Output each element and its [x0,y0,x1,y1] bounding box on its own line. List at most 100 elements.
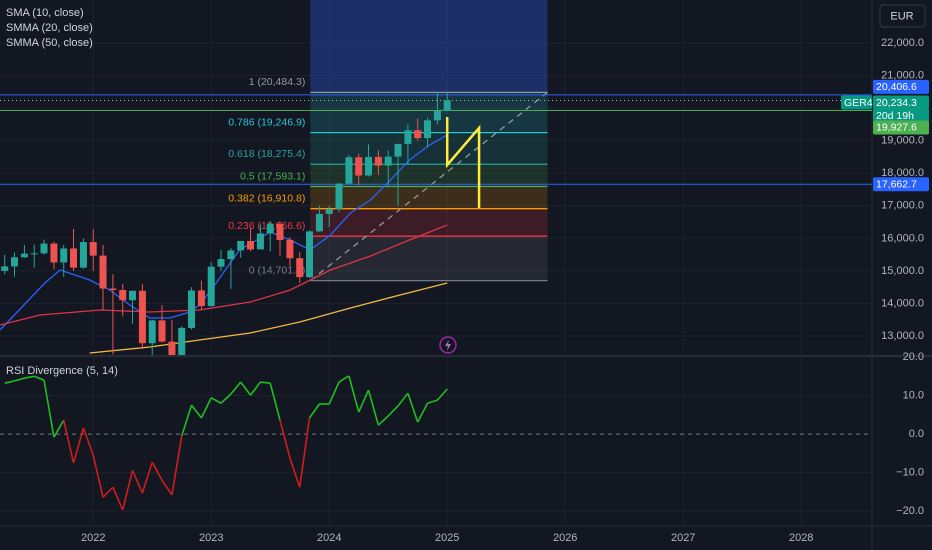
price-tag [873,108,929,123]
rsi-segment [141,461,153,494]
rsi-segment [387,405,399,417]
rsi-segment [436,388,448,401]
candle-body [227,250,235,260]
y-tick-label: 13,000.0 [881,330,924,342]
candle-body [197,290,205,307]
rsi-segment [14,377,25,382]
rsi-segment [53,419,65,438]
x-tick-label: 2024 [317,532,341,544]
price-tag-label: 20,406.6 [876,81,917,93]
rsi-segment [407,392,419,423]
candle-body [424,120,432,139]
candle-body [168,341,176,355]
candle-body [315,213,323,232]
projection-line [445,116,481,209]
rsi-segment [357,389,370,413]
x-tick-label: 2023 [199,532,223,544]
x-tick-label: 2028 [789,532,813,544]
rsi-segment [328,381,340,405]
x-tick-label: 2026 [553,532,577,544]
event-icon [445,340,451,351]
rsi-segment [190,404,203,419]
indicator-line [0,224,448,326]
rsi-segment [269,382,281,421]
candle-body [247,240,255,250]
x-tick-label: 2022 [81,532,105,544]
rsi-segment [92,455,104,498]
candle-body [20,253,28,258]
rsi-segment [161,479,173,496]
candle-body [325,209,333,214]
candle-body [148,320,156,344]
rsi-segment [240,381,252,396]
y-tick-label: 22,000.0 [881,37,924,49]
candle-body [296,258,304,278]
price-tag-label: 20d 19h [876,110,914,122]
rsi-segment [348,375,360,413]
currency-button[interactable] [879,4,926,28]
candle-body [394,143,402,157]
y-tick-label: 17,000.0 [881,200,924,212]
y-tick-label: 18,000.0 [881,167,924,179]
rsi-segment [427,399,438,405]
rsi-segment [171,435,183,496]
rsi-segment [417,402,429,423]
candle-body [276,223,284,240]
price-tag-label: GER40 [844,97,879,109]
rsi-segment [62,420,75,464]
candle-body [40,243,48,254]
rsi-segment [24,375,35,379]
fib-zone [310,186,548,209]
price-tag [873,95,929,110]
rsi-segment [367,389,380,426]
rsi-segment [289,457,301,488]
y-tick-label: 16,000.0 [881,232,924,244]
rsi-segment [210,397,222,404]
y-tick-label: −20.0 [896,505,924,517]
candle-body [217,259,225,267]
rsi-segment [230,381,242,395]
price-tag [873,177,929,192]
rsi-segment [298,417,311,488]
rsi-segment [279,419,291,459]
candle-body [11,257,19,267]
rsi-segment [43,379,55,438]
indicator-line [89,282,448,354]
candle-body [237,240,245,251]
price-tag [873,120,929,135]
event-icon[interactable] [439,336,457,354]
price-tag-label: 17,662.7 [876,178,917,190]
candle-body [433,111,441,121]
rsi-segment [112,486,124,511]
candle-body [99,255,107,289]
candle-body [384,156,392,166]
candle-body [335,183,343,210]
candle-body [50,243,58,263]
candle-body [158,320,166,342]
price-tag-label: 20,234.3 [876,97,917,109]
fib-projection-zone [310,0,548,93]
candle-body [79,242,87,268]
candle-body [345,157,353,184]
candle-body [89,242,97,256]
rsi-segment [72,427,85,464]
rsi-segment [180,404,193,437]
candle-body [414,130,422,139]
rsi-segment [102,486,114,498]
rsi-segment [131,469,144,494]
legend-item: SMMA (20, close) [6,22,93,34]
rsi-segment [308,403,321,419]
fib-label: 0.618 (18,275.4) [228,148,305,160]
currency: EUR [890,10,913,22]
candle-body [188,290,196,328]
fib-zone [310,236,548,281]
candle-body [109,288,117,290]
y-tick-label: 0.0 [909,428,924,440]
rsi-segment [397,392,409,407]
y-tick-label: 14,000.0 [881,297,924,309]
y-tick-label: 21,000.0 [881,69,924,81]
candle-body [404,130,412,144]
price-tag [873,79,929,94]
y-tick-label: −10.0 [896,467,924,479]
candle-body [443,100,451,112]
